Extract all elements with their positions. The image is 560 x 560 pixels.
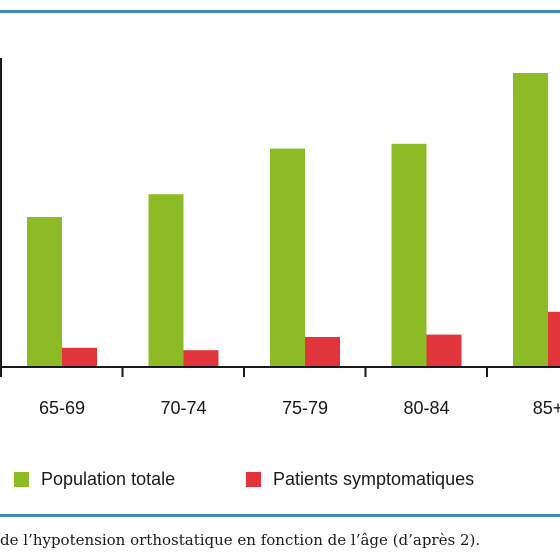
bar-patients-symptomatiques-85+ [548,311,560,367]
tick-labels-layer: 65-69 70-74 75-79 80-84 85+ [39,398,560,418]
legend-label: Population totale [41,468,176,489]
legend-swatch-red [246,471,261,487]
axes-layer [0,58,560,377]
legend-item-patients-symptomatiques: Patients symptomatiques [246,468,474,490]
bottom-frame-rule [0,514,560,517]
figure-caption: de l’hypotension orthostatique en foncti… [0,531,481,549]
bars-layer [27,73,560,367]
bar-patients-symptomatiques-65-69 [62,347,97,367]
x-tick-label: 85+ [533,398,560,418]
x-tick-label: 75-79 [282,398,328,418]
bar-population-totale-75-79 [270,148,305,367]
bar-patients-symptomatiques-80-84 [426,334,462,367]
x-tick-label: 65-69 [39,398,85,418]
bar-patients-symptomatiques-75-79 [305,337,340,367]
top-frame-rule [0,10,560,13]
legend-label: Patients symptomatiques [273,468,475,489]
bar-population-totale-70-74 [148,194,184,367]
bar-population-totale-85+ [513,73,548,367]
legend-swatch-green [14,471,29,487]
bar-population-totale-80-84 [391,143,427,367]
bar-population-totale-65-69 [27,217,62,367]
bar-patients-symptomatiques-70-74 [183,350,219,367]
legend-item-population-totale: Population totale [14,468,175,490]
x-tick-label: 70-74 [160,398,206,418]
x-tick-label: 80-84 [403,398,449,418]
